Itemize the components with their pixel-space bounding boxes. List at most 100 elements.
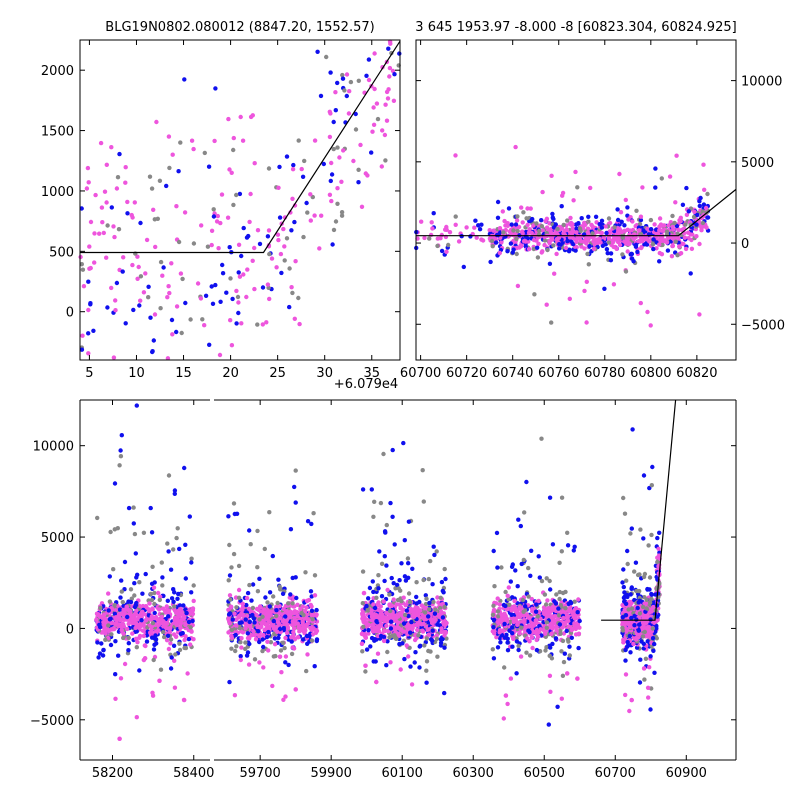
panel-recent-point [586, 262, 591, 267]
panel-recent-point [615, 207, 620, 212]
panel-full-point [491, 656, 497, 661]
panel-full-point [116, 611, 122, 617]
panel-full-point [402, 656, 407, 662]
panel-zoom-point [117, 151, 122, 157]
panel-zoom-xtick-label: 5 [85, 366, 93, 381]
panel-full-point [402, 574, 408, 579]
panel-full-point [385, 639, 390, 644]
panel-zoom-point [266, 166, 272, 171]
panel-full-point [502, 611, 507, 616]
panel-full-point [523, 604, 528, 609]
panel-recent-xtick-label: 60780 [584, 366, 625, 381]
panel-full-point [131, 505, 136, 510]
panel-zoom-point [138, 274, 144, 279]
panel-full-point [226, 514, 231, 519]
panel-zoom-point [135, 254, 140, 259]
panel-zoom-point [356, 180, 361, 185]
panel-recent-point [645, 309, 650, 315]
panel-full-point [113, 672, 118, 677]
panel-zoom-point [80, 333, 85, 338]
panel-full-point [177, 546, 182, 552]
panel-recent-point [490, 244, 495, 249]
panel-full-point [254, 612, 259, 618]
panel-recent-point [501, 230, 506, 235]
panel-full-point [418, 643, 423, 648]
panel-zoom-point [351, 158, 356, 164]
panel-recent-point [673, 200, 678, 205]
panel-recent-xtick-label: 60740 [492, 366, 533, 381]
panel-full-point [513, 606, 518, 611]
panel-zoom-point [275, 232, 281, 237]
panel-full-point [652, 641, 657, 647]
panel-zoom-point [231, 147, 236, 153]
panel-recent-point [683, 222, 688, 227]
panel-full-point [288, 527, 294, 532]
panel-full-point [100, 630, 106, 635]
panel-zoom-point [366, 57, 372, 62]
panel-zoom-point [276, 237, 281, 243]
panel-full-point [117, 463, 122, 468]
panel-full-point [156, 590, 161, 596]
panel-recent-point [547, 261, 553, 266]
panel-zoom-point [279, 270, 284, 276]
panel-zoom-point [165, 295, 170, 300]
panel-full-point [177, 614, 182, 619]
panel-full-point [501, 602, 507, 608]
panel-full-point [648, 707, 653, 712]
panel-recent-point [516, 224, 522, 230]
panel-full-point [421, 499, 426, 504]
panel-full-point [244, 602, 249, 608]
panel-full-point [144, 616, 150, 621]
panel-full-point [271, 594, 276, 599]
panel-full-point [141, 633, 146, 639]
panel-full-point [183, 542, 188, 547]
panel-zoom-point [154, 119, 159, 125]
panel-zoom-point [252, 245, 257, 251]
panel-recent-point [617, 171, 622, 177]
panel-full-point [492, 608, 497, 613]
panel-zoom-point [346, 111, 352, 116]
panel-zoom-point [252, 161, 257, 166]
panel-full-point [126, 505, 132, 511]
panel-recent-point [430, 226, 435, 231]
panel-recent-point [577, 226, 583, 231]
panel-full-point [509, 612, 514, 617]
panel-full-point [622, 594, 627, 599]
panel-full-point [169, 596, 175, 601]
panel-zoom-point [131, 307, 136, 313]
panel-full-point [236, 563, 242, 569]
panel-recent-point [528, 206, 533, 211]
panel-full-point [185, 671, 190, 676]
panel-recent-point [539, 224, 545, 229]
panel-zoom-point [348, 79, 354, 85]
panel-full-point [149, 597, 155, 603]
panel-zoom-point [86, 331, 91, 336]
panel-full-point [128, 609, 133, 614]
panel-recent-point [607, 220, 613, 226]
panel-zoom-point [112, 234, 117, 240]
panel-full-point [289, 651, 295, 657]
panel-zoom-point [337, 155, 342, 160]
panel-full-point [262, 607, 267, 612]
panel-zoom-xtick-label: 15 [175, 366, 192, 381]
panel-full-point [370, 622, 375, 628]
panel-recent-point [657, 216, 663, 221]
panel-recent-point [523, 234, 528, 239]
panel-zoom-point [287, 304, 292, 310]
panel-full-point [143, 571, 148, 577]
panel-zoom-point [213, 86, 218, 91]
panel-recent-point [544, 302, 549, 307]
panel-full-point [655, 535, 660, 541]
panel-zoom-point [238, 114, 243, 120]
panel-full-point [643, 656, 649, 661]
panel-zoom-point [123, 180, 128, 185]
panel-full-point [174, 622, 179, 627]
panel-full-point [95, 515, 100, 521]
panel-zoom-point [327, 134, 333, 140]
panel-recent-point [620, 252, 625, 257]
panel-zoom-point [88, 219, 94, 225]
panel-recent-model-line [416, 188, 737, 237]
panel-full-point [525, 636, 530, 641]
panel-full-point [557, 589, 562, 595]
panel-full-point [377, 549, 382, 554]
